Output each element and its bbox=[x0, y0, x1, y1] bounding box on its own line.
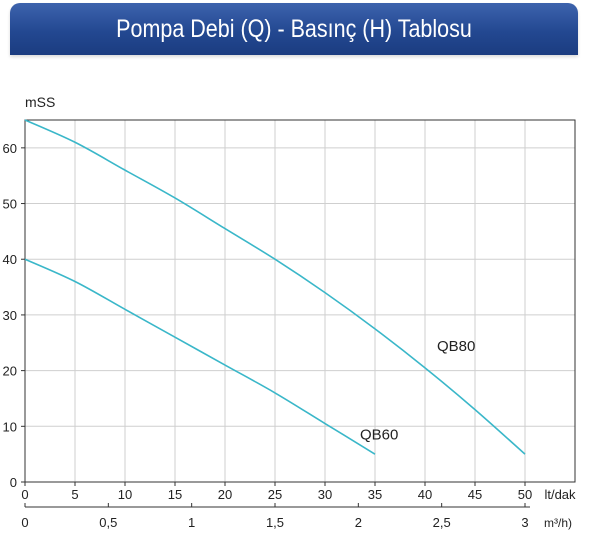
series-label-qb60: QB60 bbox=[360, 427, 398, 444]
x2-tick-label: 0 bbox=[21, 515, 28, 530]
chart-title: Pompa Debi (Q) - Basınç (H) Tablosu bbox=[116, 15, 472, 43]
x-tick-label: 35 bbox=[368, 487, 382, 502]
x-tick-label: 30 bbox=[318, 487, 332, 502]
grid bbox=[21, 120, 575, 508]
x-tick-label: 0 bbox=[21, 487, 28, 502]
series-line-qb80 bbox=[24, 119, 526, 455]
x-tick-label: 40 bbox=[418, 487, 432, 502]
y-tick-label: 0 bbox=[10, 475, 17, 490]
series-lines bbox=[24, 119, 526, 455]
x-axis-label: lt/dak bbox=[544, 487, 576, 502]
x-tick-label: 50 bbox=[518, 487, 532, 502]
x-tick-label: 5 bbox=[71, 487, 78, 502]
plot-frame bbox=[24, 119, 576, 483]
x-tick-label: 15 bbox=[168, 487, 182, 502]
x2-axis-label: m³/h) bbox=[544, 516, 572, 530]
y-tick-label: 30 bbox=[3, 308, 17, 323]
y-tick-label: 60 bbox=[3, 141, 17, 156]
x2-tick-label: 3 bbox=[521, 515, 528, 530]
y-axis-label: mSS bbox=[25, 94, 55, 110]
y-tick-label: 50 bbox=[3, 197, 17, 212]
x-tick-label: 25 bbox=[268, 487, 282, 502]
x-tick-label: 10 bbox=[118, 487, 132, 502]
x2-tick-label: 1,5 bbox=[266, 515, 284, 530]
x2-tick-label: 1 bbox=[188, 515, 195, 530]
x2-tick-label: 0,5 bbox=[99, 515, 117, 530]
x-tick-label: 45 bbox=[468, 487, 482, 502]
series-label-qb80: QB80 bbox=[437, 338, 475, 355]
title-banner: Pompa Debi (Q) - Basınç (H) Tablosu bbox=[10, 3, 578, 55]
y-tick-label: 10 bbox=[3, 419, 17, 434]
x2-tick-label: 2,5 bbox=[433, 515, 451, 530]
x-tick-label: 20 bbox=[218, 487, 232, 502]
series-line-qb60 bbox=[24, 258, 376, 455]
x2-tick-label: 2 bbox=[355, 515, 362, 530]
y-tick-label: 20 bbox=[3, 364, 17, 379]
axis-labels: 0 5 10 15 20 25 30 35 40 45 500102030405060mSSlt/d… bbox=[3, 94, 577, 530]
y-tick-label: 40 bbox=[3, 252, 17, 267]
